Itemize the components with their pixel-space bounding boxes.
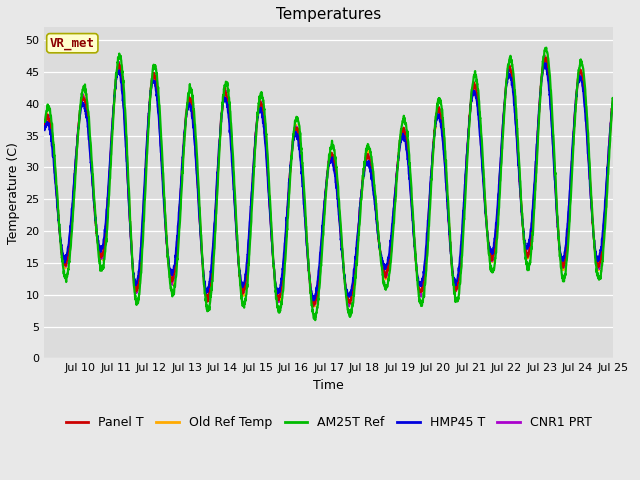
Line: AM25T Ref: AM25T Ref xyxy=(45,48,613,320)
Old Ref Temp xyxy=(364,150,371,156)
Old Ref Temp xyxy=(311,304,319,310)
HMP45 T xyxy=(500,108,508,114)
Panel T xyxy=(541,55,549,60)
AM25T Ref xyxy=(41,119,49,125)
CNR1 PRT xyxy=(220,93,228,99)
HMP45 T xyxy=(532,154,540,159)
Old Ref Temp xyxy=(532,161,540,167)
AM25T Ref xyxy=(97,265,105,271)
Panel T xyxy=(609,97,617,103)
HMP45 T xyxy=(602,196,609,202)
AM25T Ref xyxy=(542,45,550,50)
AM25T Ref xyxy=(312,317,319,323)
HMP45 T xyxy=(364,159,371,165)
Panel T xyxy=(602,205,609,211)
Y-axis label: Temperature (C): Temperature (C) xyxy=(7,142,20,244)
CNR1 PRT xyxy=(345,303,353,309)
HMP45 T xyxy=(541,60,548,66)
AM25T Ref xyxy=(602,221,609,227)
Panel T xyxy=(532,157,540,163)
AM25T Ref xyxy=(609,96,617,101)
CNR1 PRT xyxy=(97,255,105,261)
X-axis label: Time: Time xyxy=(314,379,344,392)
Old Ref Temp xyxy=(97,255,105,261)
Old Ref Temp xyxy=(602,209,609,215)
Line: Old Ref Temp: Old Ref Temp xyxy=(45,56,613,307)
CNR1 PRT xyxy=(500,111,508,117)
Text: VR_met: VR_met xyxy=(50,36,95,50)
HMP45 T xyxy=(609,100,617,106)
Panel T xyxy=(309,303,317,309)
Old Ref Temp xyxy=(609,99,617,105)
Panel T xyxy=(97,253,105,259)
CNR1 PRT xyxy=(541,53,549,59)
CNR1 PRT xyxy=(609,97,617,103)
CNR1 PRT xyxy=(532,158,540,164)
Panel T xyxy=(500,103,508,109)
CNR1 PRT xyxy=(364,153,371,159)
HMP45 T xyxy=(220,97,228,103)
Old Ref Temp xyxy=(220,96,228,101)
Panel T xyxy=(220,93,228,98)
AM25T Ref xyxy=(220,86,228,92)
CNR1 PRT xyxy=(41,124,49,130)
Panel T xyxy=(41,121,49,127)
Title: Temperatures: Temperatures xyxy=(276,7,381,22)
AM25T Ref xyxy=(532,171,540,177)
AM25T Ref xyxy=(364,144,371,149)
AM25T Ref xyxy=(500,113,508,119)
Old Ref Temp xyxy=(541,53,549,59)
CNR1 PRT xyxy=(602,207,609,213)
Panel T xyxy=(364,152,371,157)
Line: CNR1 PRT: CNR1 PRT xyxy=(45,56,613,306)
Line: Panel T: Panel T xyxy=(45,58,613,306)
Old Ref Temp xyxy=(41,126,49,132)
HMP45 T xyxy=(41,127,49,133)
Line: HMP45 T: HMP45 T xyxy=(45,63,613,300)
Old Ref Temp xyxy=(500,111,508,117)
Legend: Panel T, Old Ref Temp, AM25T Ref, HMP45 T, CNR1 PRT: Panel T, Old Ref Temp, AM25T Ref, HMP45 … xyxy=(61,411,596,434)
HMP45 T xyxy=(309,298,317,303)
HMP45 T xyxy=(97,247,105,253)
